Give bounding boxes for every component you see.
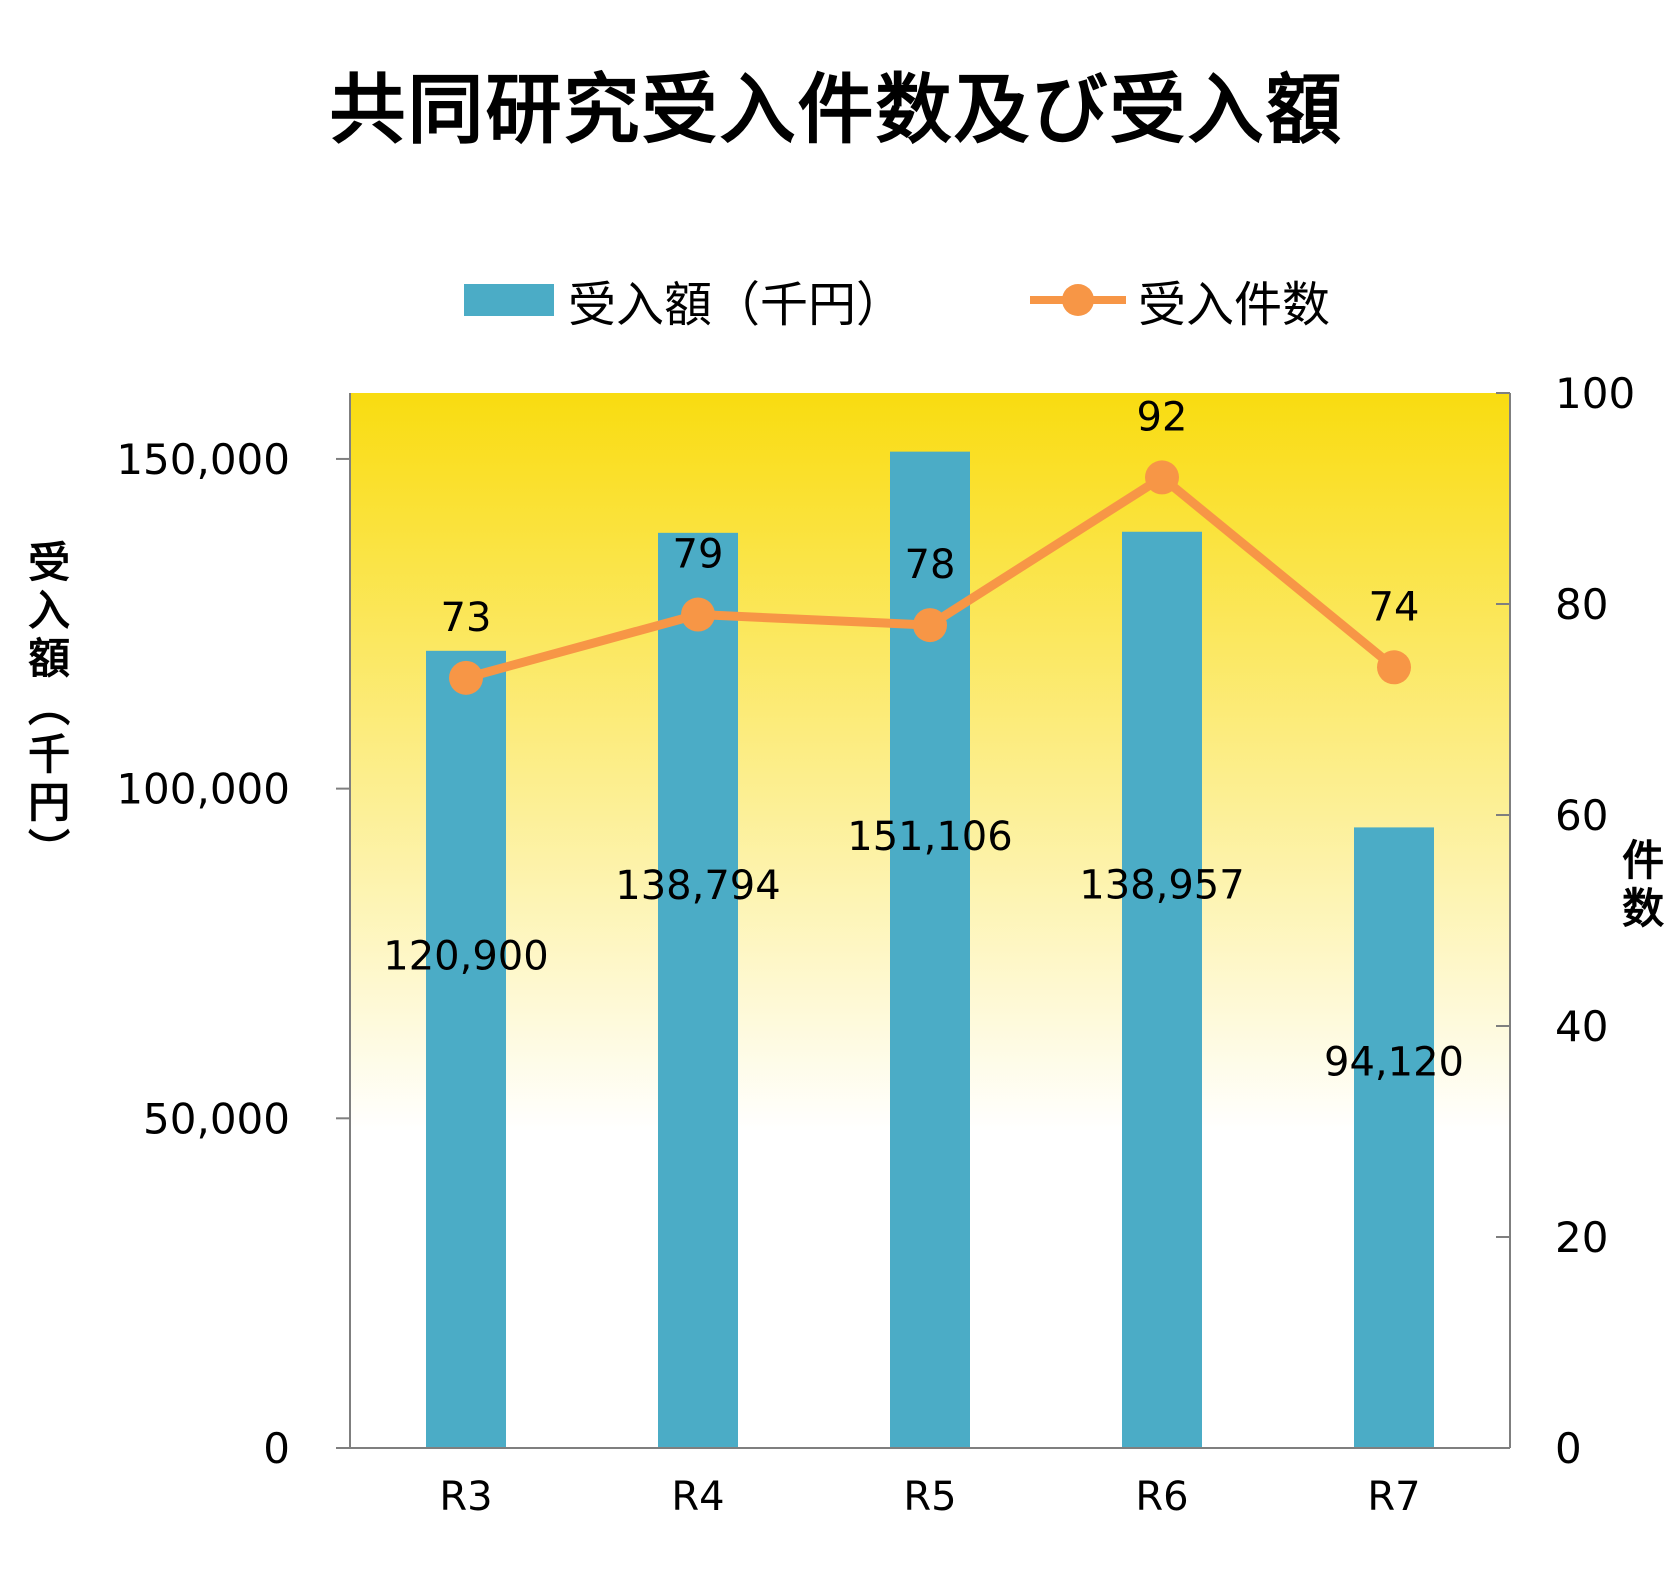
amount-data-label: 138,957 xyxy=(1079,862,1244,908)
y-tick-label: 100,000 xyxy=(116,765,290,814)
count-data-label: 92 xyxy=(1137,394,1188,440)
legend-item-count: 受入件数 xyxy=(1030,265,1330,335)
x-tick-label: R4 xyxy=(671,1474,724,1520)
y2-tick-label: 60 xyxy=(1555,791,1608,840)
y2-axis-title: 件数 xyxy=(1615,838,1665,934)
bar-R3 xyxy=(426,650,506,1448)
legend: 受入額（千円） 受入件数 xyxy=(0,265,1673,335)
x-tick-label: R5 xyxy=(903,1474,956,1520)
amount-data-label: 151,106 xyxy=(847,814,1012,860)
legend-bar-swatch xyxy=(464,284,554,316)
amount-data-label: 120,900 xyxy=(383,934,548,980)
legend-line-swatch xyxy=(1030,265,1126,335)
bar-R5 xyxy=(890,451,970,1449)
y-tick-label: 50,000 xyxy=(143,1094,290,1143)
y-axis-title: 受入額（千円） xyxy=(21,540,71,876)
count-point-R3 xyxy=(449,660,483,695)
legend-label-amount: 受入額（千円） xyxy=(568,277,905,333)
y2-tick-label: 80 xyxy=(1555,580,1608,629)
count-point-R5 xyxy=(913,608,947,643)
count-point-R7 xyxy=(1377,650,1411,685)
legend-label-count: 受入件数 xyxy=(1138,277,1331,333)
legend-item-amount: 受入額（千円） xyxy=(464,265,904,335)
bar-R6 xyxy=(1122,531,1202,1448)
count-data-label: 78 xyxy=(905,542,956,588)
y2-tick-label: 100 xyxy=(1555,369,1635,418)
y2-tick-label: 0 xyxy=(1555,1424,1582,1473)
count-data-label: 73 xyxy=(441,595,492,641)
y-tick-label: 150,000 xyxy=(116,435,290,484)
bar-R4 xyxy=(658,532,738,1448)
x-tick-label: R3 xyxy=(439,1474,492,1520)
count-data-label: 74 xyxy=(1369,584,1420,630)
count-data-label: 79 xyxy=(673,532,724,578)
x-tick-label: R6 xyxy=(1135,1474,1188,1520)
y-tick-label: 0 xyxy=(263,1424,290,1473)
y2-tick-label: 40 xyxy=(1555,1002,1608,1051)
amount-data-label: 138,794 xyxy=(615,863,780,909)
x-tick-label: R7 xyxy=(1367,1474,1420,1520)
bar-R7 xyxy=(1354,827,1434,1448)
amount-data-label: 94,120 xyxy=(1324,1040,1464,1086)
count-point-R6 xyxy=(1145,460,1179,495)
y2-tick-label: 20 xyxy=(1555,1213,1608,1262)
chart-title: 共同研究受入件数及び受入額 xyxy=(329,65,1344,154)
count-point-R4 xyxy=(681,597,715,632)
